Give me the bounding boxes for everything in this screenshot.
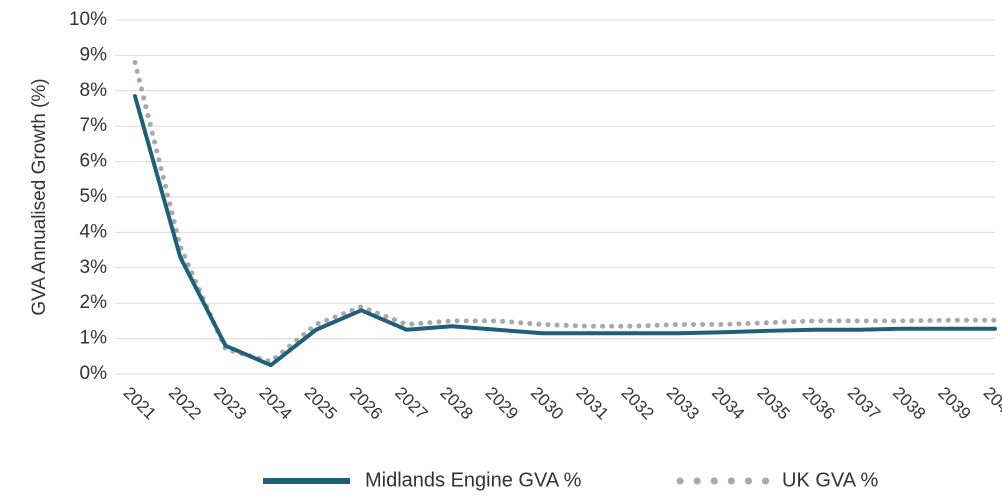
x-tick-label: 2038: [889, 383, 929, 423]
x-tick-label: 2033: [663, 383, 703, 423]
x-tick-label: 2027: [391, 383, 431, 423]
y-tick-label: 3%: [80, 257, 108, 278]
x-tick-label: 2024: [255, 383, 295, 423]
x-tick-label: 2031: [572, 383, 612, 423]
x-tick-label: 2026: [346, 383, 386, 423]
series-line: [133, 94, 997, 368]
y-tick-label: 6%: [80, 151, 108, 172]
x-tick-label: 2032: [618, 383, 658, 423]
x-tick-label: 2023: [210, 383, 250, 423]
x-tick-label: 2030: [527, 383, 567, 423]
y-axis-label: GVA Annualised Growth (%): [29, 78, 50, 315]
y-tick-label: 5%: [80, 186, 108, 207]
legend-label: UK GVA %: [782, 469, 879, 491]
x-tick-label: 2028: [436, 383, 476, 423]
x-tick-label: 2025: [301, 383, 341, 423]
y-tick-label: 7%: [80, 115, 108, 136]
y-tick-label: 2%: [80, 292, 108, 313]
x-tick-label: 2022: [165, 383, 205, 423]
series-line: [132, 59, 998, 365]
x-tick-label: 2039: [934, 383, 974, 423]
x-tick-label: 2040: [980, 383, 1002, 423]
x-tick-label: 2035: [753, 383, 793, 423]
x-tick-label: 2029: [482, 383, 522, 423]
y-tick-label: 9%: [80, 44, 108, 65]
y-tick-label: 8%: [80, 80, 108, 101]
y-tick-label: 4%: [80, 221, 108, 242]
y-tick-label: 10%: [69, 9, 107, 30]
x-tick-label: 2036: [799, 383, 839, 423]
x-tick-label: 2037: [844, 383, 884, 423]
y-tick-label: 1%: [80, 328, 108, 349]
legend-label: Midlands Engine GVA %: [365, 469, 582, 491]
y-tick-label: 0%: [80, 363, 108, 384]
x-tick-label: 2034: [708, 383, 748, 423]
x-tick-label: 2021: [120, 383, 160, 423]
